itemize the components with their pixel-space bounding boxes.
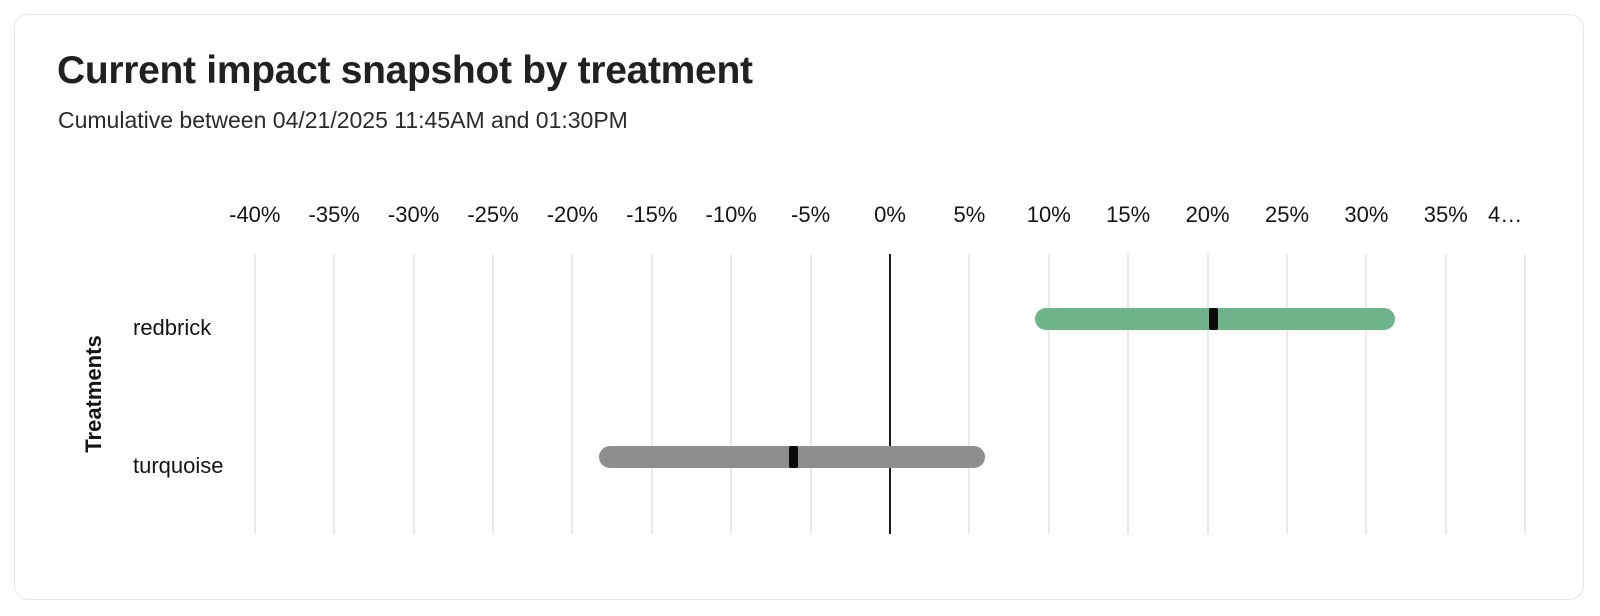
x-tick-label: 25% [1264, 202, 1310, 227]
x-gridline [1127, 254, 1130, 534]
x-tick-label: -5% [791, 202, 831, 227]
x-gridline [1206, 254, 1209, 534]
chart-subtitle: Cumulative between 04/21/2025 11:45AM an… [58, 107, 628, 133]
x-tick-label: 4… [1487, 202, 1523, 227]
x-gridline [1047, 254, 1050, 534]
x-gridline [809, 254, 812, 534]
x-gridline [730, 254, 733, 534]
x-tick-label: 5% [953, 202, 986, 227]
x-tick-label: 35% [1423, 202, 1468, 227]
x-gridline [968, 254, 971, 534]
x-tick-label: -20% [546, 202, 599, 227]
x-tick-label: 20% [1185, 202, 1230, 227]
x-gridline [253, 254, 256, 534]
x-tick-label: -15% [626, 202, 678, 227]
x-gridline [333, 254, 336, 534]
chart-title: Current impact snapshot by treatment [57, 49, 753, 92]
x-gridline [650, 254, 653, 534]
impact-snapshot-card: Current impact snapshot by treatment Cum… [14, 14, 1584, 600]
x-gridline [571, 254, 574, 534]
point-estimate-marker-turquoise [788, 446, 798, 468]
zero-axis-line [889, 254, 891, 534]
x-gridline [1286, 254, 1288, 534]
x-tick-label: 10% [1026, 202, 1071, 227]
x-tick-label: -40% [229, 202, 281, 227]
x-tick-label: -35% [308, 202, 360, 227]
x-tick-label: -25% [467, 202, 519, 227]
x-tick-label: -10% [705, 202, 757, 227]
x-gridline [1444, 254, 1447, 534]
row-label-turquoise: turquoise [133, 453, 224, 478]
x-gridline [492, 254, 494, 534]
x-gridline [1365, 254, 1368, 534]
x-tick-label: 0% [874, 202, 906, 227]
x-gridline [412, 254, 415, 534]
chart-plot-area: -40% -35% -30% -25% -20% -15% -10% -5% 0% 5% 10% 15… [15, 15, 1582, 598]
x-tick-label: 15% [1106, 202, 1151, 227]
x-tick-label: -30% [387, 202, 440, 227]
row-label-redbrick: redbrick [133, 315, 212, 340]
x-gridline [1524, 254, 1527, 534]
point-estimate-marker-redbrick [1209, 308, 1219, 330]
x-tick-label: 30% [1344, 202, 1389, 227]
